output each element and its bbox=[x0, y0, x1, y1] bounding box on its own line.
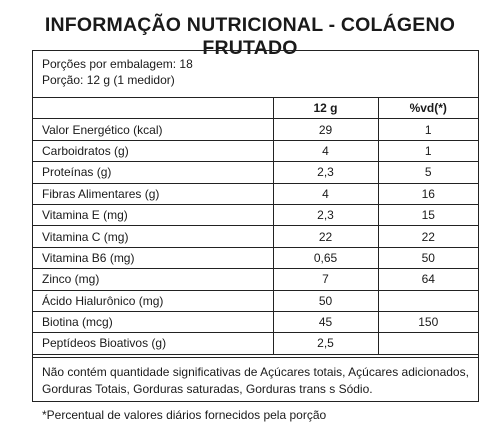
daily-value-note: *Percentual de valores diários fornecido… bbox=[42, 408, 327, 422]
nutrient-name: Peptídeos Bioativos (g) bbox=[33, 332, 274, 355]
nutrient-name: Vitamina B6 (mg) bbox=[33, 246, 274, 270]
nutrient-daily-value: 150 bbox=[377, 310, 478, 334]
nutrient-name: Valor Energético (kcal) bbox=[33, 118, 274, 141]
footnote-line: Gorduras Totais, Gorduras saturadas, Gor… bbox=[42, 382, 373, 396]
nutrition-facts-label: Porções por embalagem: 18 Porção: 12 g (… bbox=[32, 50, 479, 402]
page-title: INFORMAÇÃO NUTRICIONAL - COLÁGENO FRUTAD… bbox=[44, 14, 456, 59]
table-row: Ácido Hialurônico (mg) 50 bbox=[33, 289, 478, 312]
table-row: Peptídeos Bioativos (g) 2,5 bbox=[33, 332, 478, 355]
footnote-line: Não contém quantidade significativas de … bbox=[42, 365, 469, 379]
nutrient-daily-value: 50 bbox=[377, 246, 478, 270]
table-row: Carboidratos (g) 4 1 bbox=[33, 139, 478, 163]
table-row: Fibras Alimentares (g) 4 16 bbox=[33, 182, 478, 205]
nutrient-daily-value: 16 bbox=[377, 182, 478, 205]
table-row: Vitamina B6 (mg) 0,65 50 bbox=[33, 246, 478, 270]
nutrient-name: Vitamina C (mg) bbox=[33, 225, 274, 248]
nutrient-name: Ácido Hialurônico (mg) bbox=[33, 289, 274, 312]
nutrient-amount: 0,65 bbox=[272, 246, 379, 270]
nutrient-amount: 2,3 bbox=[272, 161, 379, 184]
table-row: Vitamina C (mg) 22 22 bbox=[33, 225, 478, 248]
nutrient-name: Carboidratos (g) bbox=[33, 139, 274, 163]
nutrient-daily-value: 5 bbox=[377, 161, 478, 184]
nutrient-daily-value: 22 bbox=[377, 225, 478, 248]
nutrient-daily-value: 64 bbox=[377, 268, 478, 291]
nutrient-amount: 4 bbox=[272, 182, 379, 205]
nutrient-amount: 29 bbox=[272, 118, 379, 141]
table-row: Valor Energético (kcal) 29 1 bbox=[33, 118, 478, 141]
table-row: Proteínas (g) 2,3 5 bbox=[33, 161, 478, 184]
nutrient-daily-value: 1 bbox=[377, 139, 478, 163]
nutrient-amount: 7 bbox=[272, 268, 379, 291]
header-amount: 12 g bbox=[272, 96, 379, 120]
nutrient-amount: 2,5 bbox=[272, 332, 379, 355]
serving-info: Porções por embalagem: 18 Porção: 12 g (… bbox=[33, 51, 478, 97]
servings-per-package: Porções por embalagem: 18 bbox=[42, 57, 193, 71]
nutrient-amount: 2,3 bbox=[272, 203, 379, 227]
nutrient-name: Fibras Alimentares (g) bbox=[33, 182, 274, 205]
nutrient-daily-value: 15 bbox=[377, 203, 478, 227]
nutrient-daily-value bbox=[377, 332, 478, 355]
nutrient-daily-value bbox=[377, 289, 478, 312]
nutrient-name: Biotina (mcg) bbox=[33, 310, 274, 334]
table-row: Zinco (mg) 7 64 bbox=[33, 268, 478, 291]
nutrient-name: Proteínas (g) bbox=[33, 161, 274, 184]
serving-size: Porção: 12 g (1 medidor) bbox=[42, 73, 175, 87]
table-row: Biotina (mcg) 45 150 bbox=[33, 310, 478, 334]
nutrient-amount: 50 bbox=[272, 289, 379, 312]
table-header-row: 12 g %vd(*) bbox=[33, 96, 478, 120]
nutrient-amount: 4 bbox=[272, 139, 379, 163]
nutrient-name: Vitamina E (mg) bbox=[33, 203, 274, 227]
header-daily-value: %vd(*) bbox=[377, 96, 478, 120]
header-nutrient bbox=[33, 96, 274, 120]
nutrition-footnote: Não contém quantidade significativas de … bbox=[33, 357, 478, 403]
nutrient-amount: 22 bbox=[272, 225, 379, 248]
nutrient-amount: 45 bbox=[272, 310, 379, 334]
table-row: Vitamina E (mg) 2,3 15 bbox=[33, 203, 478, 227]
nutrient-daily-value: 1 bbox=[377, 118, 478, 141]
nutrient-name: Zinco (mg) bbox=[33, 268, 274, 291]
nutrition-table: 12 g %vd(*) Valor Energético (kcal) 29 1 Ca… bbox=[33, 96, 478, 355]
